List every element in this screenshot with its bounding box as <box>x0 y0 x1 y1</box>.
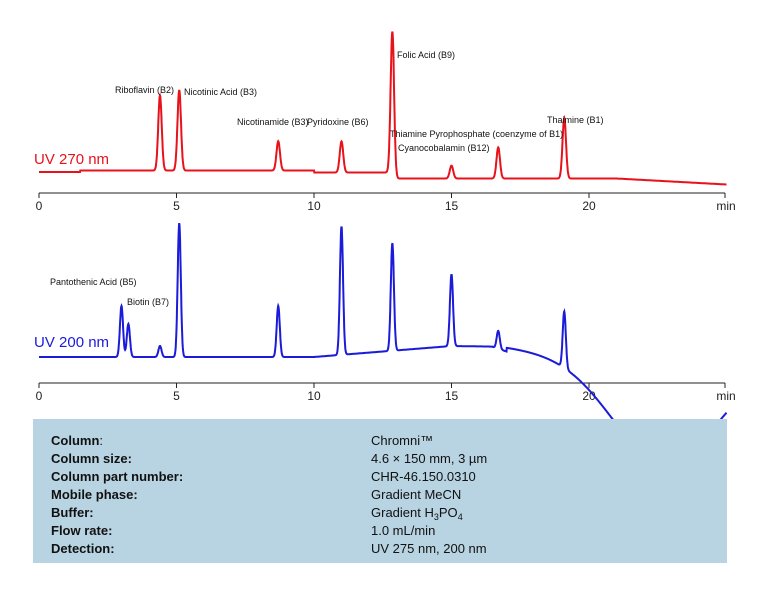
chromatogram-trace <box>39 31 727 186</box>
condition-key: Flow rate: <box>51 523 113 538</box>
x-tick-label: 0 <box>36 389 43 403</box>
condition-key: Column size: <box>51 451 132 466</box>
conditions-panel: Column: Chromni™ Column size: 4.6 × 150 … <box>33 419 727 563</box>
conditions-row: Buffer: Gradient H3PO4 <box>33 505 727 523</box>
peak-label: Pyridoxine (B6) <box>307 117 369 127</box>
condition-value: 1.0 mL/min <box>371 523 436 538</box>
x-axis-unit: min <box>716 389 735 403</box>
conditions-row: Flow rate: 1.0 mL/min <box>33 523 727 541</box>
condition-value: CHR-46.150.0310 <box>371 469 476 484</box>
peak-label: Nicotinamide (B3) <box>237 117 309 127</box>
conditions-row: Mobile phase: Gradient MeCN <box>33 487 727 505</box>
peak-label: Pantothenic Acid (B5) <box>50 277 137 287</box>
condition-value: Gradient MeCN <box>371 487 462 502</box>
condition-value: UV 275 nm, 200 nm <box>371 541 487 556</box>
peak-label: Riboflavin (B2) <box>115 85 174 95</box>
peak-label: Cyanocobalamin (B12) <box>398 143 490 153</box>
condition-key: Column <box>51 433 100 448</box>
condition-key: Column part number: <box>51 469 184 484</box>
detector-label: UV 200 nm <box>34 334 109 351</box>
x-tick-label: 15 <box>445 389 459 403</box>
chromatogram-uv270: 0 5 10 15 20 min Riboflavin (B2) Nicotinic Acid… <box>34 31 736 213</box>
peak-label: Thaimine (B1) <box>547 115 604 125</box>
peak-label: Thiamine Pyrophosphate (coenzyme of B1) <box>390 129 563 139</box>
conditions-row: Column part number: CHR-46.150.0310 <box>33 469 727 487</box>
conditions-row: Column size: 4.6 × 150 mm, 3 µm <box>33 451 727 469</box>
condition-value: Gradient H3PO4 <box>371 505 463 522</box>
condition-value: Chromni™ <box>371 433 434 448</box>
x-tick-label: 5 <box>173 199 180 213</box>
conditions-row: Column: Chromni™ <box>33 433 727 451</box>
condition-key: Mobile phase: <box>51 487 138 502</box>
detector-label: UV 270 nm <box>34 151 109 168</box>
x-axis-unit: min <box>716 199 735 213</box>
peak-label: Biotin (B7) <box>127 297 169 307</box>
conditions-row: Detection: UV 275 nm, 200 nm <box>33 541 727 559</box>
x-tick-label: 0 <box>36 199 43 213</box>
condition-value: 4.6 × 150 mm, 3 µm <box>371 451 488 466</box>
x-tick-label: 20 <box>582 199 596 213</box>
x-tick-label: 10 <box>307 199 321 213</box>
peak-label: Folic Acid (B9) <box>397 50 455 60</box>
x-tick-label: 15 <box>445 199 459 213</box>
chromatogram-trace <box>39 222 728 466</box>
x-tick-label: 5 <box>173 389 180 403</box>
condition-key: Detection: <box>51 541 115 556</box>
peak-label: Nicotinic Acid (B3) <box>184 87 257 97</box>
condition-separator: : <box>99 433 104 448</box>
condition-key: Buffer: <box>51 505 94 520</box>
x-tick-label: 10 <box>307 389 321 403</box>
